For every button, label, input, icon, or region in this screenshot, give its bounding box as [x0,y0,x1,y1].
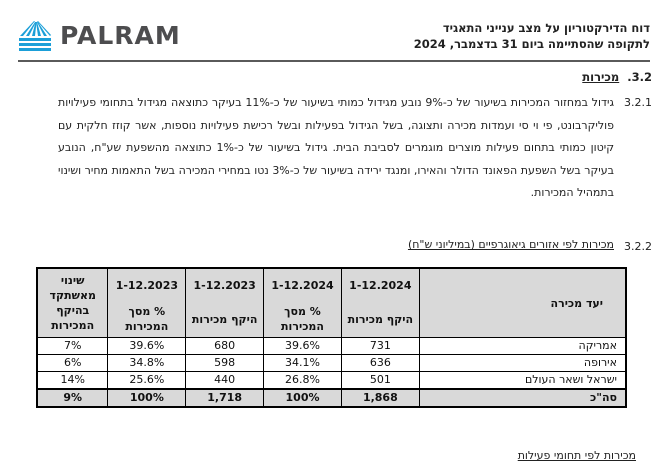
report-title: דוח הדירקטוריון על מצב ענייני התאגיד לתק… [414,20,650,52]
table-header-period: 1-12.2023 [185,267,265,301]
subsection-title: מכירות לפי אזורים גיאוגרפיים (במיליוני ש… [407,238,614,251]
table-row: אירופה 636 34.1% 598 34.8% 6% [36,354,627,372]
table-cell: 6% [36,354,109,372]
section-number: 3.2. [627,70,652,84]
table-cell: 680 [185,337,265,355]
table-row: ישראל ושאר העולם 501 26.8% 440 25.6% 14% [36,371,627,390]
table-row: אמריקה 731 39.6% 680 39.6% 7% [36,337,627,355]
table-cell: 501 [340,371,420,390]
table-cell: 14% [36,371,109,390]
table-header-period: 1-12.2023 [107,267,187,301]
table-header-sub: היקף מכירות [185,301,265,338]
table-total-label: סה"כ [418,388,627,408]
section-title: מכירות [582,70,620,84]
table-header-sub: % מסך המכירות [107,301,187,338]
header-divider [18,60,650,62]
table-cell-segment: ישראל ושאר העולם [418,371,627,390]
paragraph-number: 3.2.1 [624,96,652,109]
report-title-line-2: לתקופה שהסתיימה ביום 31 בדצמבר, 2024 [413,37,650,51]
table-cell: 598 [185,354,265,372]
table-cell: 440 [185,371,265,390]
sales-by-region-table: יעד מכירה 1-12.2024 1-12.2024 1-12.2023 … [36,267,627,408]
table-total-cell: 100% [263,388,342,408]
section-heading: 3.2. מכירות [582,70,652,84]
table-header-sub: היקף מכירות [340,301,420,338]
table-cell: 731 [340,337,420,355]
table-total-cell: 1,868 [340,388,420,408]
logo-wordmark: PALRAM [60,20,181,50]
table-cell: 34.1% [263,354,342,372]
table-header-sub: % מסך המכירות [263,301,342,338]
table-cell: 7% [36,337,109,355]
table-cell-segment: אירופה [418,354,627,372]
table-total-cell: 100% [107,388,187,408]
table-cell: 25.6% [107,371,187,390]
table-cell: 26.8% [263,371,342,390]
company-logo: PALRAM [18,18,181,52]
table-header-period: 1-12.2024 [263,267,342,301]
subsection-number: 3.2.2 [624,240,652,253]
table-header-period: 1-12.2024 [340,267,420,301]
table-cell: 39.6% [263,337,342,355]
next-subsection-title-cut: מכירות לפי תחומי פעילות [517,449,636,462]
table-cell: 39.6% [107,337,187,355]
table-cell: 34.8% [107,354,187,372]
report-title-line-1: דוח הדירקטוריון על מצב ענייני התאגיד [442,21,650,35]
table-cell-segment: אמריקה [418,337,627,355]
table-cell: 636 [340,354,420,372]
table-header-segment: יעד מכירה [418,267,627,338]
table-total-row: סה"כ 1,868 100% 1,718 100% 9% [36,388,627,408]
table-total-cell: 9% [36,388,109,408]
palram-sunburst-icon [19,21,51,51]
paragraph-text: גידול במחזור המכירות בשיעור של כ-9% נובע… [58,96,614,200]
page-header: PALRAM דוח הדירקטוריון על מצב ענייני התא… [18,18,650,60]
table-header-change: שינוי מאשתקד בהיקף המכירות [36,267,109,338]
table-total-cell: 1,718 [185,388,265,408]
